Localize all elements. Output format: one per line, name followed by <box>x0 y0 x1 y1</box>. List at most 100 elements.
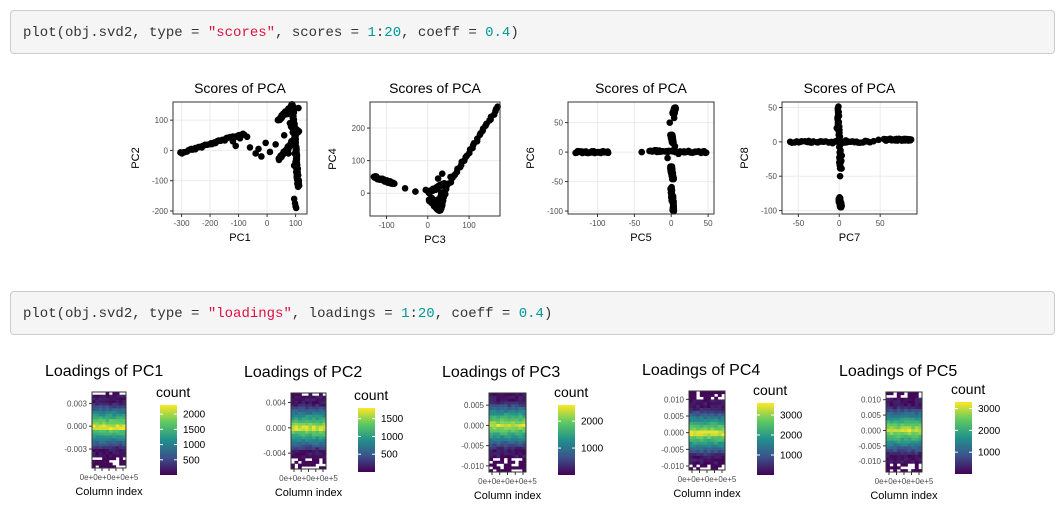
heatmap-cell <box>900 440 905 444</box>
heatmap-cell <box>911 440 916 444</box>
heatmap-cell <box>900 414 905 419</box>
heatmap-cell <box>95 416 100 420</box>
data-point <box>434 175 442 182</box>
heatmap-cell <box>507 393 512 397</box>
heatmap-cell <box>518 398 523 402</box>
heatmap-cell <box>703 424 708 428</box>
heatmap-cell <box>710 413 715 417</box>
heatmap-cell <box>904 446 908 450</box>
heatmap-cell <box>102 449 106 453</box>
heatmap-cell <box>714 458 719 462</box>
heatmap-cell <box>322 455 327 459</box>
heatmap-cell <box>115 416 120 420</box>
heatmap-cell <box>886 460 890 464</box>
plot-title: Scores of PCA <box>194 80 286 96</box>
code-block-loadings: plot(obj.svd2, type = "loadings", loadin… <box>10 291 1055 335</box>
heatmap-cell <box>105 440 110 444</box>
heatmap-cell <box>893 420 898 424</box>
heatmap-cell <box>315 412 320 416</box>
heatmap-cell <box>102 462 106 466</box>
heatmap-cell <box>119 411 123 415</box>
plot-panel <box>782 102 917 214</box>
heatmap-cell <box>707 424 711 428</box>
heatmap-cell <box>294 425 299 429</box>
heatmap-cell <box>914 426 919 430</box>
heatmap-cell <box>119 421 123 425</box>
heatmap-cell <box>514 435 519 439</box>
heatmap-cell <box>522 429 527 433</box>
heatmap-cell <box>710 391 715 395</box>
heatmap-cell <box>699 458 704 462</box>
heatmap-cell <box>689 467 693 471</box>
heatmap-cell <box>122 451 127 455</box>
heatmap-cell <box>492 466 497 470</box>
data-point <box>907 136 914 144</box>
heatmap-cell <box>707 436 711 440</box>
heatmap-cell <box>900 463 905 467</box>
heatmap-cell <box>889 406 894 410</box>
y-axis-title: PC2 <box>130 147 142 168</box>
x-tick-label: 0 <box>426 221 431 230</box>
heatmap-cell <box>699 413 704 417</box>
heatmap-cell <box>503 409 508 414</box>
heatmap-cell <box>98 402 103 406</box>
heatmap-cell <box>511 404 516 408</box>
colorbar-legend: count 1000 2000 <box>554 384 604 475</box>
heatmap-cell <box>893 426 898 430</box>
heatmap-cell <box>522 407 527 411</box>
heatmap-cell <box>109 454 113 458</box>
heatmap-cell <box>503 418 508 422</box>
heatmap-cell <box>109 432 113 436</box>
heatmap-cell <box>911 414 916 419</box>
heatmap-cell <box>119 457 123 461</box>
heatmap-cell <box>717 427 722 431</box>
heatmap-cell <box>109 457 113 461</box>
heatmap-cell <box>492 435 497 439</box>
heatmap-cell <box>92 462 96 466</box>
heatmap-cell <box>105 462 110 466</box>
heatmap-cell <box>319 433 323 437</box>
heatmap-cell <box>689 438 693 443</box>
heatmap-cell <box>721 405 726 409</box>
heatmap-cell <box>308 425 313 429</box>
heatmap-cell <box>322 395 327 399</box>
heatmap-cell <box>322 417 327 421</box>
heatmap-cell <box>889 409 894 413</box>
heatmap-cell <box>315 460 320 464</box>
heatmap-cell <box>308 422 313 426</box>
heatmap-cell <box>322 447 327 451</box>
heatmap-cell <box>319 436 323 440</box>
heatmap-cell <box>886 437 890 441</box>
heatmap-cell <box>291 455 295 459</box>
heatmap-cell <box>886 466 890 470</box>
heatmap-cell <box>911 420 916 424</box>
heatmap-cell <box>717 405 722 409</box>
heatmap-cell <box>507 460 512 464</box>
heatmap-cell <box>896 432 901 436</box>
heatmap-cell <box>291 466 295 470</box>
heatmap-cell <box>319 428 323 432</box>
heatmap-cell <box>105 421 110 425</box>
heatmap-cell <box>699 433 704 437</box>
heatmap-cell <box>98 430 103 434</box>
y-tick-label: 0.000 <box>266 424 287 433</box>
heatmap-cell <box>98 405 103 409</box>
heatmap-cell <box>294 398 299 402</box>
heatmap-cell <box>105 449 110 453</box>
heatmap-cell <box>115 427 120 431</box>
data-point <box>232 142 240 150</box>
code-number: 0.4 <box>485 25 511 41</box>
heatmap-cell <box>298 436 302 440</box>
heatmap-cell <box>710 458 715 462</box>
heatmap-cell <box>95 394 100 398</box>
heatmap-cell <box>707 461 711 465</box>
heatmap-cell <box>893 429 898 433</box>
heatmap-cell <box>95 408 100 412</box>
heatmap-cell <box>109 394 113 398</box>
heatmap-cell <box>294 422 299 426</box>
heatmap-cell <box>717 413 722 417</box>
heatmap-cell <box>92 446 96 450</box>
heatmap-cell <box>710 407 715 412</box>
loadings-plot-5: -0.010 -0.005 0.000 0.005 0.010 0e+0e+0e+0e+5… <box>839 363 1001 502</box>
heatmap-cell <box>308 417 313 421</box>
